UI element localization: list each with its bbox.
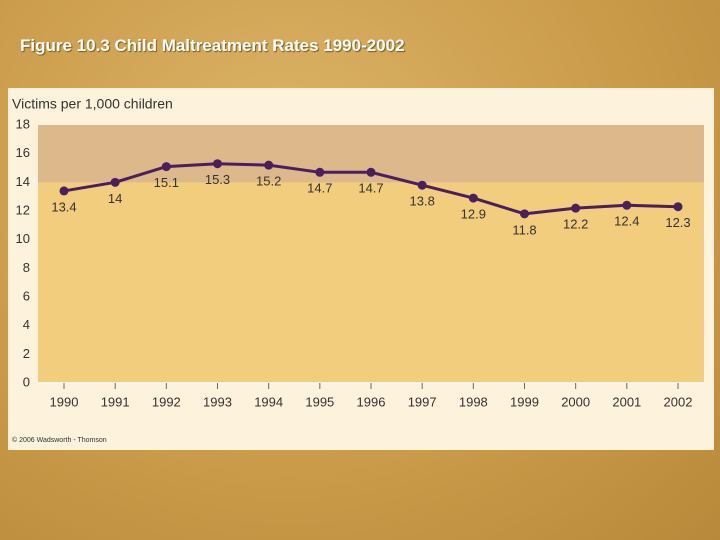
data-point — [161, 162, 171, 172]
y-tick-label: 12 — [16, 202, 30, 217]
x-tick-label: 1995 — [305, 394, 334, 409]
x-tick-label: 1998 — [459, 394, 488, 409]
data-point — [622, 200, 632, 210]
x-tick-label: 1997 — [408, 394, 437, 409]
data-point — [59, 186, 69, 196]
data-label: 14.7 — [307, 181, 332, 196]
y-tick-label: 6 — [23, 288, 30, 303]
data-point — [520, 209, 529, 219]
y-tick-label: 4 — [23, 317, 30, 332]
y-tick-label: 14 — [16, 174, 30, 189]
y-tick-label: 10 — [16, 231, 30, 246]
x-tick-label: 1996 — [357, 394, 386, 409]
data-point — [264, 160, 274, 170]
x-tick-label: 1991 — [101, 394, 130, 409]
data-label: 12.4 — [614, 214, 639, 229]
x-tick-label: 2002 — [664, 394, 693, 409]
data-point — [571, 203, 581, 213]
data-label: 12.9 — [461, 207, 486, 222]
data-label: 11.8 — [512, 222, 536, 237]
data-label: 15.3 — [205, 172, 230, 187]
data-point — [110, 177, 120, 187]
data-label: 14.7 — [358, 181, 383, 196]
data-point — [673, 202, 683, 212]
x-tick-label: 1990 — [50, 394, 79, 409]
x-tick-label: 2000 — [561, 394, 590, 409]
x-tick-label: 1993 — [203, 394, 232, 409]
y-tick-label: 16 — [16, 145, 30, 160]
x-tick-label: 1992 — [152, 394, 181, 409]
y-tick-label: 8 — [23, 260, 30, 275]
y-tick-label: 2 — [23, 346, 30, 361]
data-label: 12.3 — [665, 215, 690, 230]
data-label: 12.2 — [563, 217, 588, 232]
data-point — [366, 167, 376, 177]
data-label: 13.8 — [410, 194, 435, 209]
y-axis-label: Victims per 1,000 children — [12, 96, 173, 112]
data-label: 15.1 — [154, 175, 179, 190]
data-point — [315, 167, 325, 177]
y-tick-label: 0 — [23, 374, 30, 389]
y-tick-label: 18 — [16, 116, 30, 131]
x-tick-label: 2001 — [612, 394, 641, 409]
data-point — [468, 193, 478, 203]
data-label: 14 — [108, 191, 122, 206]
x-tick-label: 1994 — [254, 394, 283, 409]
data-label: 13.4 — [51, 199, 76, 214]
credit: © 2006 Wadsworth - Thomson — [12, 436, 107, 444]
data-point — [417, 180, 427, 190]
x-tick-label: 1999 — [510, 394, 539, 409]
slide-title: Figure 10.3 Child Maltreatment Rates 199… — [20, 36, 405, 55]
data-point — [213, 159, 222, 169]
data-label: 15.2 — [256, 174, 281, 189]
